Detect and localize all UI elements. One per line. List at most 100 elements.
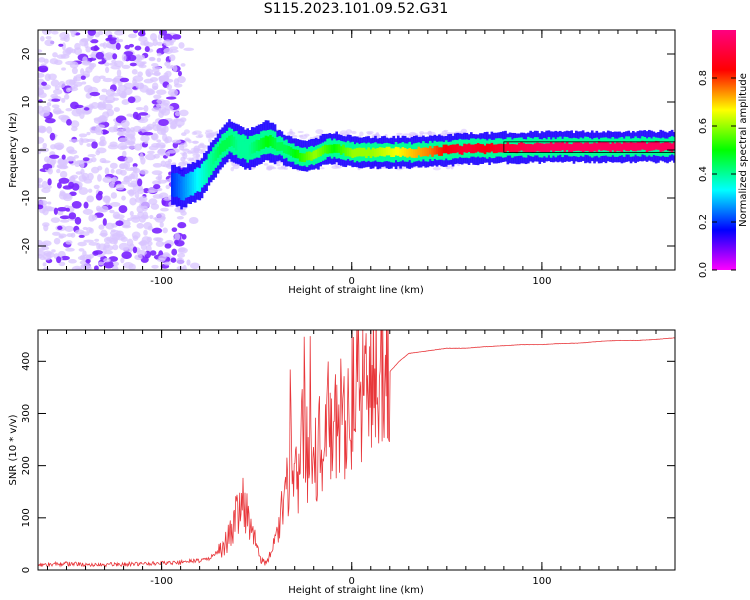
noise-blob (177, 253, 186, 258)
noise-blob (42, 86, 50, 90)
noise-blob (163, 39, 173, 47)
ridge-cell (419, 148, 423, 157)
noise-blob (145, 244, 152, 253)
noise-blob (156, 41, 164, 46)
noise-blob (158, 76, 169, 81)
noise-blob (177, 76, 186, 84)
noise-blob (57, 210, 64, 216)
ridge-cell (497, 143, 501, 153)
ridge-cell (529, 143, 532, 153)
noise-blob (43, 205, 53, 212)
noise-blob (170, 257, 177, 263)
noise-blob (103, 261, 115, 269)
colorbar: 0.0 0.2 0.4 0.6 0.8 Normalized spectral ampl… (698, 30, 749, 278)
ridge-cell (385, 146, 389, 156)
noise-blob (112, 244, 119, 251)
noise-blob (151, 63, 159, 67)
noise-blob (126, 238, 134, 247)
ridge-cell (670, 143, 674, 152)
noise-blob (112, 53, 118, 60)
noise-blob (159, 221, 164, 228)
noise-blob (277, 166, 286, 170)
noise-blob (104, 167, 110, 175)
noise-blob (50, 79, 60, 87)
noise-blob (38, 242, 49, 249)
ridge-cell (401, 147, 405, 156)
noise-blob (104, 62, 110, 67)
noise-blob (320, 167, 325, 170)
noise-blob (104, 250, 114, 255)
noise-blob (63, 34, 70, 43)
noise-blob (182, 264, 187, 270)
ridge-cell (271, 136, 275, 148)
noise-blob (132, 163, 138, 168)
ridge-cell (321, 145, 325, 155)
noise-blob (45, 36, 52, 40)
ridge-cell (666, 141, 669, 151)
noise-blob (85, 46, 91, 53)
ridge-cell (390, 148, 393, 158)
noise-blob (137, 188, 145, 195)
ridge-cell (654, 140, 658, 150)
noise-blob (41, 187, 51, 194)
ridge-cell (216, 146, 220, 158)
ridge-cell (184, 180, 188, 192)
noise-blob (136, 222, 144, 229)
noise-blob (97, 30, 104, 36)
ridge-cell (488, 143, 491, 153)
noise-blob (54, 59, 63, 66)
ridge-cell (495, 144, 498, 154)
noise-blob (118, 39, 124, 43)
ridge-cell (511, 144, 514, 153)
ridge-cell (342, 144, 345, 154)
ridge-cell (632, 142, 635, 152)
noise-blob (134, 254, 143, 261)
x-tick-label: 100 (532, 576, 551, 587)
ridge-cell (296, 149, 300, 159)
ridge-cell (323, 144, 327, 154)
ridge-cell (579, 142, 583, 152)
noise-blob (104, 66, 110, 74)
noise-blob (129, 211, 134, 217)
ridge-cell (485, 143, 489, 153)
noise-blob (64, 225, 74, 232)
noise-blob (69, 191, 77, 196)
colorbar-scale (712, 30, 736, 270)
noise-blob (199, 150, 205, 155)
ridge-cell (355, 147, 359, 157)
noise-blob (59, 170, 68, 179)
ridge-cell (305, 151, 309, 161)
noise-blob (396, 132, 403, 136)
noise-blob (93, 250, 103, 255)
noise-blob (138, 112, 149, 116)
ridge-cell (209, 158, 213, 170)
noise-blob (164, 61, 171, 67)
ridge-cell (513, 144, 516, 153)
ridge-cell (483, 145, 487, 155)
noise-blob (124, 133, 135, 140)
noise-blob (83, 107, 90, 111)
noise-blob (136, 250, 147, 256)
ridge-cell (433, 146, 437, 155)
noise-blob (112, 261, 120, 267)
noise-blob (132, 30, 139, 34)
noise-blob (230, 167, 235, 172)
noise-blob (144, 140, 149, 144)
noise-blob (66, 146, 75, 154)
y-tick-label: -10 (21, 190, 32, 206)
ridge-cell (645, 143, 649, 153)
noise-blob (143, 40, 149, 46)
noise-blob (58, 261, 66, 267)
ridge-cell (447, 145, 450, 155)
ridge-cell (415, 149, 418, 158)
ridge-cell (479, 143, 482, 153)
noise-blob (97, 102, 103, 108)
noise-blob (145, 68, 153, 77)
ridge-cell (282, 144, 286, 154)
ridge-cell (239, 141, 243, 153)
noise-blob (146, 236, 152, 243)
noise-blob (202, 145, 210, 149)
noise-blob (291, 135, 298, 138)
noise-blob (143, 229, 148, 236)
ridge-cell (501, 143, 505, 153)
